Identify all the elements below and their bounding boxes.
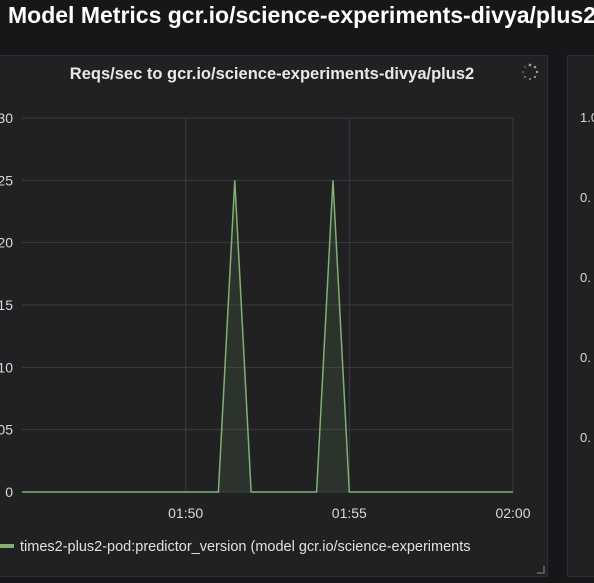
loading-spinner-icon bbox=[522, 63, 539, 80]
legend-swatch bbox=[0, 544, 14, 549]
panel-title[interactable]: Reqs/sec to gcr.io/science-experiments-d… bbox=[69, 65, 475, 83]
y-tick-label: 25 bbox=[0, 172, 13, 188]
row-title[interactable]: Model Metrics gcr.io/science-experiments… bbox=[8, 2, 594, 28]
x-tick-label: 01:55 bbox=[332, 505, 367, 521]
right-panel bbox=[567, 55, 594, 577]
y-tick-label: 10 bbox=[0, 359, 13, 375]
y-tick-label: 0 bbox=[5, 484, 13, 500]
right-y-tick-label: 0. bbox=[580, 270, 591, 285]
y-tick-label: 30 bbox=[0, 110, 13, 126]
reqs-per-sec-panel: Reqs/sec to gcr.io/science-experiments-d… bbox=[0, 55, 548, 577]
right-y-tick-label: 0. bbox=[580, 430, 591, 445]
series-line bbox=[22, 180, 513, 493]
x-tick-label: 01:50 bbox=[168, 505, 203, 521]
chart-legend[interactable]: times2-plus2-pod:predictor_version (mode… bbox=[0, 539, 471, 559]
series-area bbox=[22, 180, 513, 493]
y-tick-label: 15 bbox=[0, 297, 13, 313]
y-tick-label: 20 bbox=[0, 235, 13, 251]
right-y-tick-label: 0. bbox=[580, 190, 591, 205]
legend-label[interactable]: times2-plus2-pod:predictor_version (mode… bbox=[20, 539, 471, 555]
y-tick-label: 05 bbox=[0, 422, 13, 438]
right-y-tick-label: 1.0 bbox=[580, 110, 594, 125]
right-y-tick-label: 0. bbox=[580, 350, 591, 365]
x-tick-label: 02:00 bbox=[495, 505, 530, 521]
panel-resize-handle[interactable] bbox=[537, 566, 545, 574]
